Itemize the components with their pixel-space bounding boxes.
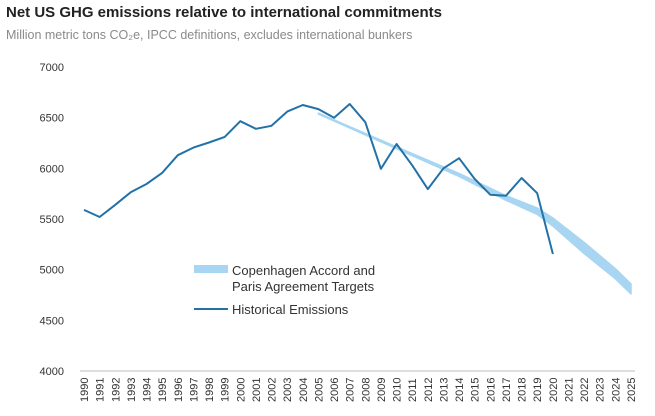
y-tick-label: 5500 — [40, 214, 64, 226]
x-tick-label: 2019 — [532, 378, 544, 402]
x-tick-label: 2010 — [392, 378, 404, 402]
x-tick-label: 2007 — [345, 378, 357, 402]
series-targets-band — [317, 112, 632, 295]
y-tick-label: 5000 — [40, 265, 64, 277]
x-tick-label: 1991 — [95, 378, 107, 402]
chart-title: Net US GHG emissions relative to interna… — [6, 4, 442, 21]
x-tick-label: 1990 — [79, 378, 91, 402]
x-axis-ticks: 1990 1991 1992 1993 1994 1995 1996 1997 1998 1999… — [79, 378, 638, 402]
x-tick-label: 2012 — [423, 378, 435, 402]
legend: Copenhagen Accord and Paris Agreement Tar… — [194, 263, 375, 317]
x-tick-label: 1995 — [157, 378, 169, 402]
x-tick-label: 2023 — [595, 378, 607, 402]
x-tick-label: 1999 — [220, 378, 232, 402]
x-tick-label: 2009 — [376, 378, 388, 402]
legend-label-historical: Historical Emissions — [232, 302, 349, 317]
x-tick-label: 1998 — [204, 378, 216, 402]
y-tick-label: 7000 — [40, 62, 64, 74]
y-tick-label: 6500 — [40, 113, 64, 125]
series-historical-emissions-line — [83, 103, 554, 255]
x-tick-label: 2013 — [438, 378, 450, 402]
x-tick-label: 2018 — [517, 378, 529, 402]
y-tick-label: 6000 — [40, 163, 64, 175]
x-tick-label: 2000 — [235, 378, 247, 402]
x-tick-label: 1994 — [142, 378, 154, 402]
x-tick-label: 2011 — [407, 378, 419, 402]
x-tick-label: 2021 — [563, 378, 575, 402]
x-tick-label: 1997 — [188, 378, 200, 402]
x-tick-label: 2006 — [329, 378, 341, 402]
legend-swatch-targets — [194, 265, 228, 273]
x-tick-label: 2002 — [267, 378, 279, 402]
chart-subtitle: Million metric tons CO₂e, IPCC definitio… — [6, 28, 413, 42]
x-tick-label: 2008 — [360, 378, 372, 402]
x-tick-label: 2004 — [298, 378, 310, 402]
y-tick-label: 4000 — [40, 366, 64, 378]
x-tick-label: 2005 — [313, 378, 325, 402]
x-tick-label: 2020 — [548, 378, 560, 402]
legend-label-targets: Copenhagen Accord and Paris Agreement Tar… — [232, 263, 375, 294]
x-tick-label: 2003 — [282, 378, 294, 402]
x-tick-label: 2016 — [485, 378, 497, 402]
x-tick-label: 2014 — [454, 378, 466, 402]
x-tick-label: 2015 — [470, 378, 482, 402]
x-tick-label: 2017 — [501, 378, 513, 402]
y-axis-ticks: 4000 4500 5000 5500 6000 6500 7000 — [40, 62, 64, 378]
x-tick-label: 1996 — [173, 378, 185, 402]
x-tick-label: 1992 — [110, 378, 122, 402]
x-tick-label: 2025 — [626, 378, 638, 402]
x-tick-label: 2001 — [251, 378, 263, 402]
plot-area — [83, 103, 632, 295]
y-tick-label: 4500 — [40, 315, 64, 327]
x-tick-label: 2022 — [579, 378, 591, 402]
x-tick-label: 1993 — [126, 378, 138, 402]
x-tick-label: 2024 — [610, 378, 622, 402]
